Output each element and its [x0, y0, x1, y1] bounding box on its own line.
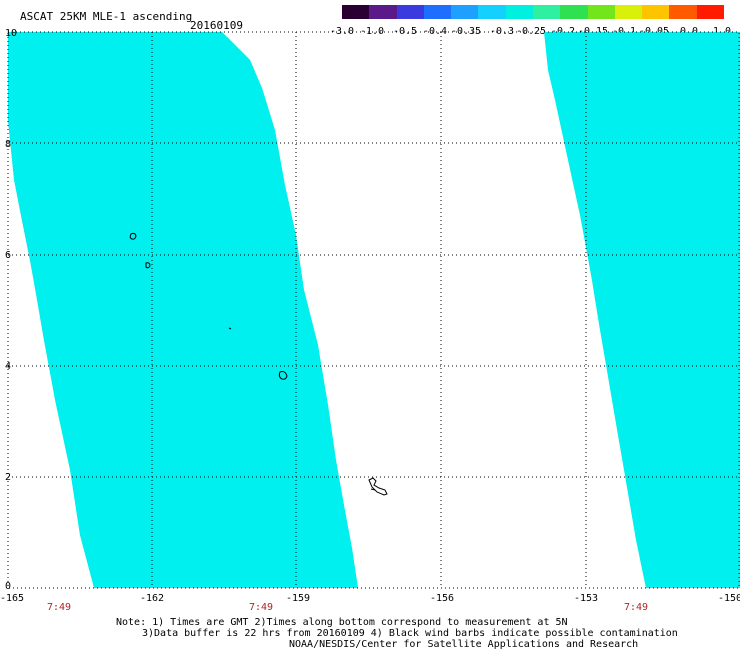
island-contour [228, 327, 232, 330]
map-date: 20160109 [190, 19, 243, 32]
colorbar-label: -0.05 [638, 26, 670, 37]
colorbar-cell [533, 5, 561, 19]
swath-patch [544, 32, 740, 588]
time-label-3: 7:49 [624, 602, 649, 613]
island-contour [370, 488, 376, 491]
colorbar-cell [478, 5, 507, 19]
contamination-contours [129, 232, 388, 496]
note-line-2: 3)Data buffer is 22 hrs from 20160109 4)… [142, 628, 678, 639]
note-line-1: Note: 1) Times are GMT 2)Times along bot… [116, 617, 568, 628]
x-label-150: -150 [718, 594, 740, 604]
colorbar-cell [669, 5, 698, 19]
left-swath [8, 32, 358, 588]
colorbar-label: -0.3 [489, 26, 515, 37]
colorbar-cell [342, 5, 370, 19]
colorbar-cell [505, 5, 534, 19]
colorbar-label: -0.25 [515, 26, 547, 37]
time-label-1: 7:49 [47, 602, 72, 613]
y-label-2: 2 [5, 472, 12, 483]
swath-layer [8, 32, 740, 588]
colorbar-label: -3.0 [329, 26, 355, 37]
colorbar-label: 1.0 [712, 26, 732, 37]
colorbar-cell [587, 5, 616, 19]
colorbar-label: -0.2 [550, 26, 576, 37]
y-label-4: 4 [5, 361, 12, 372]
note-line-3: NOAA/NESDIS/Center for Satellite Applica… [289, 639, 639, 650]
colorbar-cell [696, 5, 725, 19]
colorbar-cell [560, 5, 589, 19]
x-label-162: -162 [140, 593, 165, 604]
x-label-156: -156 [430, 593, 455, 604]
colorbar-cell [451, 5, 479, 19]
map-title: ASCAT 25KM MLE-1 ascending [20, 10, 193, 23]
x-label-153: -153 [574, 593, 599, 604]
x-label-159: -159 [286, 593, 311, 604]
island-contour [129, 232, 137, 240]
y-label-6: 6 [5, 250, 12, 261]
colorbar-cell [369, 5, 398, 19]
y-label-8: 8 [5, 139, 12, 150]
island-contour [145, 262, 151, 269]
colorbar-cell [614, 5, 643, 19]
colorbar-cell [642, 5, 670, 19]
island-contour [278, 371, 288, 380]
right-swath [544, 32, 740, 588]
y-label-0: 0 [5, 581, 12, 592]
lat-lon-grid [7, 31, 740, 589]
island-contour [368, 477, 388, 496]
x-label-165: -165 [0, 593, 25, 604]
time-label-2: 7:49 [249, 602, 274, 613]
y-label-10: 10 [5, 28, 18, 39]
colorbar-label: -0.4 [422, 26, 448, 37]
swath-patch [8, 32, 358, 588]
colorbar-label: -0.35 [450, 26, 482, 37]
colorbar-cell [396, 5, 425, 19]
colorbar-cell [423, 5, 452, 19]
map-frame [7, 31, 740, 589]
